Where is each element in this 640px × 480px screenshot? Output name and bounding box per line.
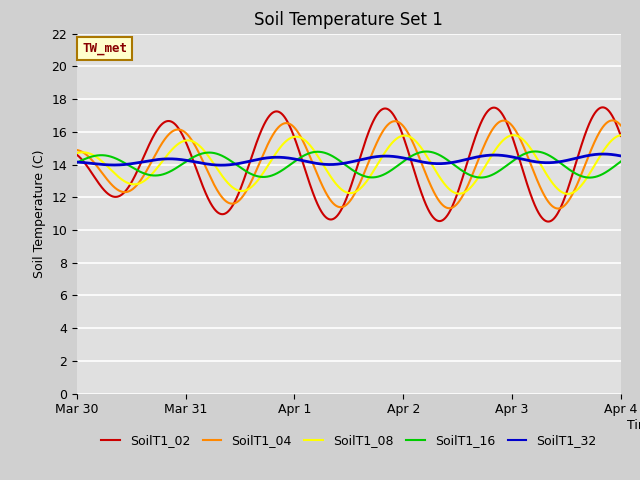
SoilT1_04 — [135, 180, 143, 186]
Legend: SoilT1_02, SoilT1_04, SoilT1_08, SoilT1_16, SoilT1_32: SoilT1_02, SoilT1_04, SoilT1_08, SoilT1_… — [96, 429, 602, 452]
SoilT1_16 — [305, 150, 313, 156]
SoilT1_32 — [167, 156, 175, 162]
SoilT1_32 — [73, 159, 81, 165]
SoilT1_02 — [135, 165, 143, 170]
SoilT1_04 — [548, 203, 556, 208]
SoilT1_16 — [607, 166, 614, 172]
SoilT1_32 — [600, 151, 607, 157]
SoilT1_32 — [617, 153, 625, 159]
SoilT1_16 — [548, 154, 556, 160]
SoilT1_16 — [282, 165, 289, 171]
SoilT1_32 — [135, 160, 143, 166]
SoilT1_16 — [586, 175, 593, 180]
SoilT1_16 — [167, 168, 175, 174]
SoilT1_32 — [305, 159, 313, 165]
SoilT1_04 — [167, 130, 175, 135]
SoilT1_02 — [282, 115, 289, 121]
SoilT1_08 — [617, 132, 625, 138]
SoilT1_02 — [305, 179, 313, 184]
SoilT1_08 — [548, 179, 556, 185]
Line: SoilT1_08: SoilT1_08 — [77, 135, 621, 194]
SoilT1_32 — [282, 155, 289, 161]
SoilT1_08 — [564, 191, 572, 197]
SoilT1_04 — [609, 118, 616, 123]
SoilT1_16 — [135, 168, 143, 174]
SoilT1_08 — [607, 139, 614, 144]
Text: TW_met: TW_met — [82, 42, 127, 55]
SoilT1_16 — [73, 160, 81, 166]
SoilT1_02 — [607, 110, 614, 116]
SoilT1_08 — [167, 148, 175, 154]
Line: SoilT1_32: SoilT1_32 — [77, 154, 621, 165]
SoilT1_02 — [617, 133, 625, 139]
SoilT1_08 — [73, 150, 81, 156]
SoilT1_04 — [607, 118, 614, 124]
SoilT1_04 — [305, 151, 313, 157]
SoilT1_08 — [282, 139, 289, 144]
Line: SoilT1_16: SoilT1_16 — [77, 152, 621, 178]
X-axis label: Time: Time — [627, 419, 640, 432]
SoilT1_32 — [218, 162, 225, 168]
Title: Soil Temperature Set 1: Soil Temperature Set 1 — [254, 11, 444, 29]
SoilT1_32 — [607, 152, 614, 157]
SoilT1_32 — [548, 160, 556, 166]
SoilT1_02 — [599, 105, 607, 110]
SoilT1_02 — [167, 119, 175, 124]
SoilT1_02 — [73, 152, 81, 157]
SoilT1_02 — [548, 217, 556, 223]
Line: SoilT1_04: SoilT1_04 — [77, 120, 621, 208]
SoilT1_08 — [305, 141, 313, 147]
SoilT1_08 — [135, 180, 143, 186]
SoilT1_04 — [73, 147, 81, 153]
Y-axis label: Soil Temperature (C): Soil Temperature (C) — [33, 149, 45, 278]
Line: SoilT1_02: SoilT1_02 — [77, 108, 621, 222]
SoilT1_08 — [509, 132, 517, 138]
SoilT1_04 — [282, 120, 289, 126]
SoilT1_02 — [545, 219, 552, 225]
SoilT1_04 — [554, 205, 562, 211]
SoilT1_04 — [617, 122, 625, 128]
SoilT1_16 — [531, 149, 539, 155]
SoilT1_16 — [617, 159, 625, 165]
